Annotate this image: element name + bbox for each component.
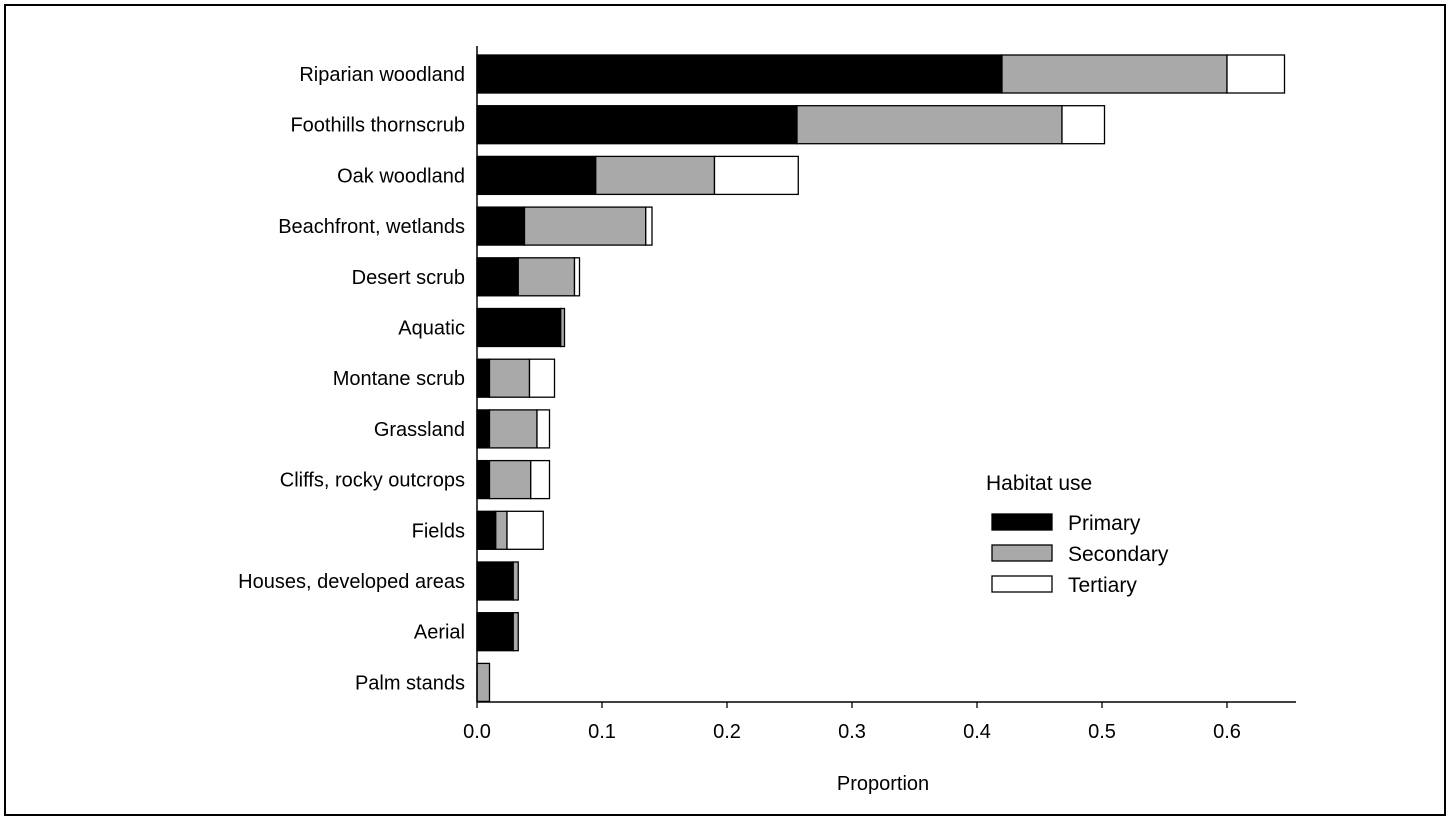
x-tick-label-3: 0.3	[838, 721, 866, 743]
bar-tertiary-montane-scrub	[528, 358, 556, 398]
legend-swatch-tertiary	[991, 575, 1053, 593]
legend-label-secondary: Secondary	[1068, 543, 1169, 566]
bar-primary-cliffs-rocky-outcrops	[476, 459, 491, 500]
category-label-oak-woodland: Oak woodland	[337, 165, 465, 187]
category-label-fields: Fields	[412, 520, 465, 542]
x-tick-label-2: 0.2	[713, 721, 741, 743]
bar-primary-desert-scrub	[476, 257, 519, 297]
bar-secondary-oak-woodland	[595, 155, 716, 196]
bar-primary-grassland	[476, 409, 491, 449]
bar-tertiary-foothills-thornscrub	[1061, 105, 1106, 145]
bar-tertiary-oak-woodland	[713, 155, 799, 196]
bar-secondary-grassland	[488, 409, 538, 449]
legend-swatch-secondary	[991, 544, 1053, 562]
x-tick-label-5: 0.5	[1088, 721, 1116, 743]
category-label-montane-scrub: Montane scrub	[333, 368, 465, 390]
bar-tertiary-riparian-woodland	[1226, 54, 1286, 94]
bar-tertiary-beachfront-wetlands	[645, 206, 653, 246]
category-label-desert-scrub: Desert scrub	[352, 267, 465, 289]
bar-primary-riparian-woodland	[476, 54, 1003, 94]
bar-secondary-houses-developed-areas	[512, 561, 519, 601]
bar-primary-aquatic	[476, 307, 562, 348]
figure-frame: Riparian woodland Foothills thornscrub Oak…	[4, 4, 1446, 816]
category-label-grassland: Grassland	[374, 419, 465, 441]
x-tick-label-0: 0.0	[463, 721, 491, 743]
bar-tertiary-grassland	[536, 409, 551, 449]
bar-primary-aerial	[476, 612, 514, 652]
category-label-riparian-woodland: Riparian woodland	[299, 64, 465, 86]
legend-label-primary: Primary	[1068, 512, 1141, 535]
bar-secondary-aquatic	[560, 307, 566, 348]
bar-tertiary-fields	[506, 510, 544, 550]
legend-title: Habitat use	[986, 472, 1092, 495]
bar-primary-montane-scrub	[476, 358, 491, 398]
category-label-cliffs-rocky-outcrops: Cliffs, rocky outcrops	[280, 470, 465, 492]
bar-primary-fields	[476, 510, 497, 550]
legend-swatch-primary	[991, 513, 1053, 531]
legend: Habitat use Primary Secondary Tertiary	[986, 472, 1169, 597]
legend-label-tertiary: Tertiary	[1068, 574, 1137, 597]
category-label-houses-developed-areas: Houses, developed areas	[238, 571, 465, 593]
stacked-bar-chart: Riparian woodland Foothills thornscrub Oak…	[238, 46, 1296, 795]
x-axis: 0.0 0.1 0.2 0.3 0.4 0.5 0.6	[463, 46, 1296, 743]
category-label-beachfront-wetlands: Beachfront, wetlands	[278, 216, 465, 238]
bar-primary-foothills-thornscrub	[476, 105, 798, 145]
x-tick-label-6: 0.6	[1213, 721, 1241, 743]
bar-tertiary-desert-scrub	[573, 257, 581, 297]
x-tick-label-4: 0.4	[963, 721, 991, 743]
bar-secondary-montane-scrub	[488, 358, 531, 398]
bar-secondary-aerial	[512, 612, 519, 652]
bar-secondary-desert-scrub	[517, 257, 576, 297]
bar-primary-oak-woodland	[476, 155, 597, 196]
bar-secondary-foothills-thornscrub	[796, 105, 1063, 145]
category-labels: Riparian woodland Foothills thornscrub Oak…	[238, 64, 465, 694]
category-label-palm-stands: Palm stands	[355, 672, 465, 694]
category-label-aquatic: Aquatic	[398, 318, 465, 340]
bar-primary-beachfront-wetlands	[476, 206, 526, 246]
bar-secondary-riparian-woodland	[1001, 54, 1228, 94]
category-label-foothills-thornscrub: Foothills thornscrub	[290, 115, 465, 137]
bar-secondary-cliffs-rocky-outcrops	[488, 459, 532, 500]
x-tick-label-1: 0.1	[588, 721, 616, 743]
bars-layer	[476, 54, 1286, 703]
bar-secondary-palm-stands	[476, 662, 491, 703]
category-label-aerial: Aerial	[414, 622, 465, 644]
bar-secondary-beachfront-wetlands	[523, 206, 647, 246]
bar-primary-houses-developed-areas	[476, 561, 514, 601]
bar-secondary-fields	[495, 510, 508, 550]
bar-tertiary-cliffs-rocky-outcrops	[530, 459, 551, 500]
x-axis-title: Proportion	[837, 773, 929, 795]
